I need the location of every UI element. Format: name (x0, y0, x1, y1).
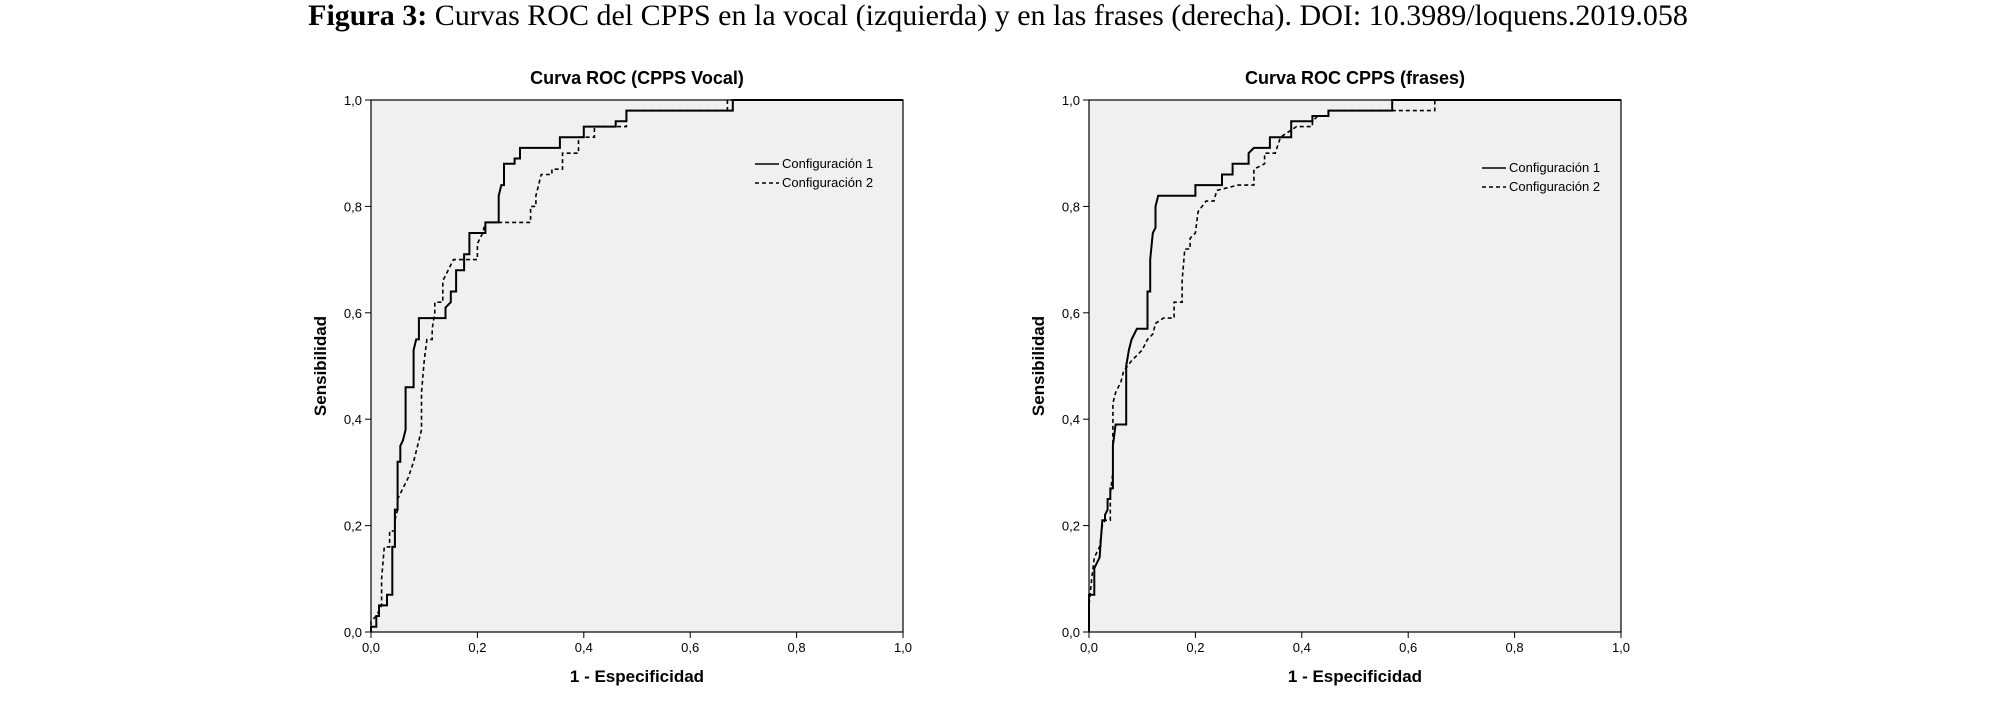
chart1-series-1-line (370, 99, 903, 632)
chart2-legend-label-1: Configuración 1 (1509, 160, 1600, 175)
chart2-x-tick-label: 0,0 (1080, 640, 1098, 655)
chart2-series-1-line (1088, 99, 1621, 632)
chart1-y-tick-label: 1,0 (344, 93, 362, 108)
chart1-y-tick-label: 0,2 (344, 519, 362, 534)
chart2-y-tick-label: 0,4 (1062, 412, 1080, 427)
chart1-x-tick-label: 0,2 (468, 640, 486, 655)
chart2-x-axis-label: 1 - Especificidad (1288, 667, 1422, 686)
chart1-y-axis-label: Sensibilidad (311, 316, 330, 416)
chart2-title: Curva ROC CPPS (frases) (1245, 68, 1465, 88)
chart1-title: Curva ROC (CPPS Vocal) (530, 68, 744, 88)
chart1-y-tick-label: 0,0 (344, 625, 362, 640)
chart1-x-tick-label: 0,4 (575, 640, 593, 655)
chart2-x-tick-label: 1,0 (1612, 640, 1630, 655)
chart2-y-tick-label: 0,0 (1062, 625, 1080, 640)
chart1-x-tick-label: 1,0 (894, 640, 912, 655)
chart2-x-tick-label: 0,8 (1506, 640, 1524, 655)
chart2-x-tick-label: 0,2 (1186, 640, 1204, 655)
chart2-y-tick-label: 0,2 (1062, 519, 1080, 534)
chart1-series-2-line (370, 99, 903, 632)
figure-caption: Figura 3: Curvas ROC del CPPS en la voca… (0, 0, 1996, 40)
chart1-y-tick-label: 0,6 (344, 306, 362, 321)
figure-caption-text: Curvas ROC del CPPS en la vocal (izquier… (434, 0, 1688, 32)
figure-label: Figura 3: (308, 0, 428, 32)
chart1-y-tick-label: 0,4 (344, 412, 362, 427)
chart2-plot-area (1088, 99, 1622, 633)
chart1-plot-area (370, 99, 904, 633)
chart1-x-tick-label: 0,0 (362, 640, 380, 655)
chart2-y-tick-label: 0,8 (1062, 199, 1080, 214)
chart2-series-2-line (1088, 99, 1621, 632)
chart2-y-tick-label: 1,0 (1062, 93, 1080, 108)
chart1-legend-label-2: Configuración 2 (782, 175, 873, 190)
chart1-legend-label-1: Configuración 1 (782, 156, 873, 171)
chart2-y-tick-label: 0,6 (1062, 306, 1080, 321)
chart1-x-axis-label: 1 - Especificidad (570, 667, 704, 686)
chart1-y-tick-label: 0,8 (344, 199, 362, 214)
chart1-x-tick-label: 0,8 (788, 640, 806, 655)
chart1-x-tick-label: 0,6 (681, 640, 699, 655)
chart2-x-tick-label: 0,4 (1293, 640, 1311, 655)
chart2-x-tick-label: 0,6 (1399, 640, 1417, 655)
chart2-legend-label-2: Configuración 2 (1509, 179, 1600, 194)
chart2-y-axis-label: Sensibilidad (1029, 316, 1048, 416)
